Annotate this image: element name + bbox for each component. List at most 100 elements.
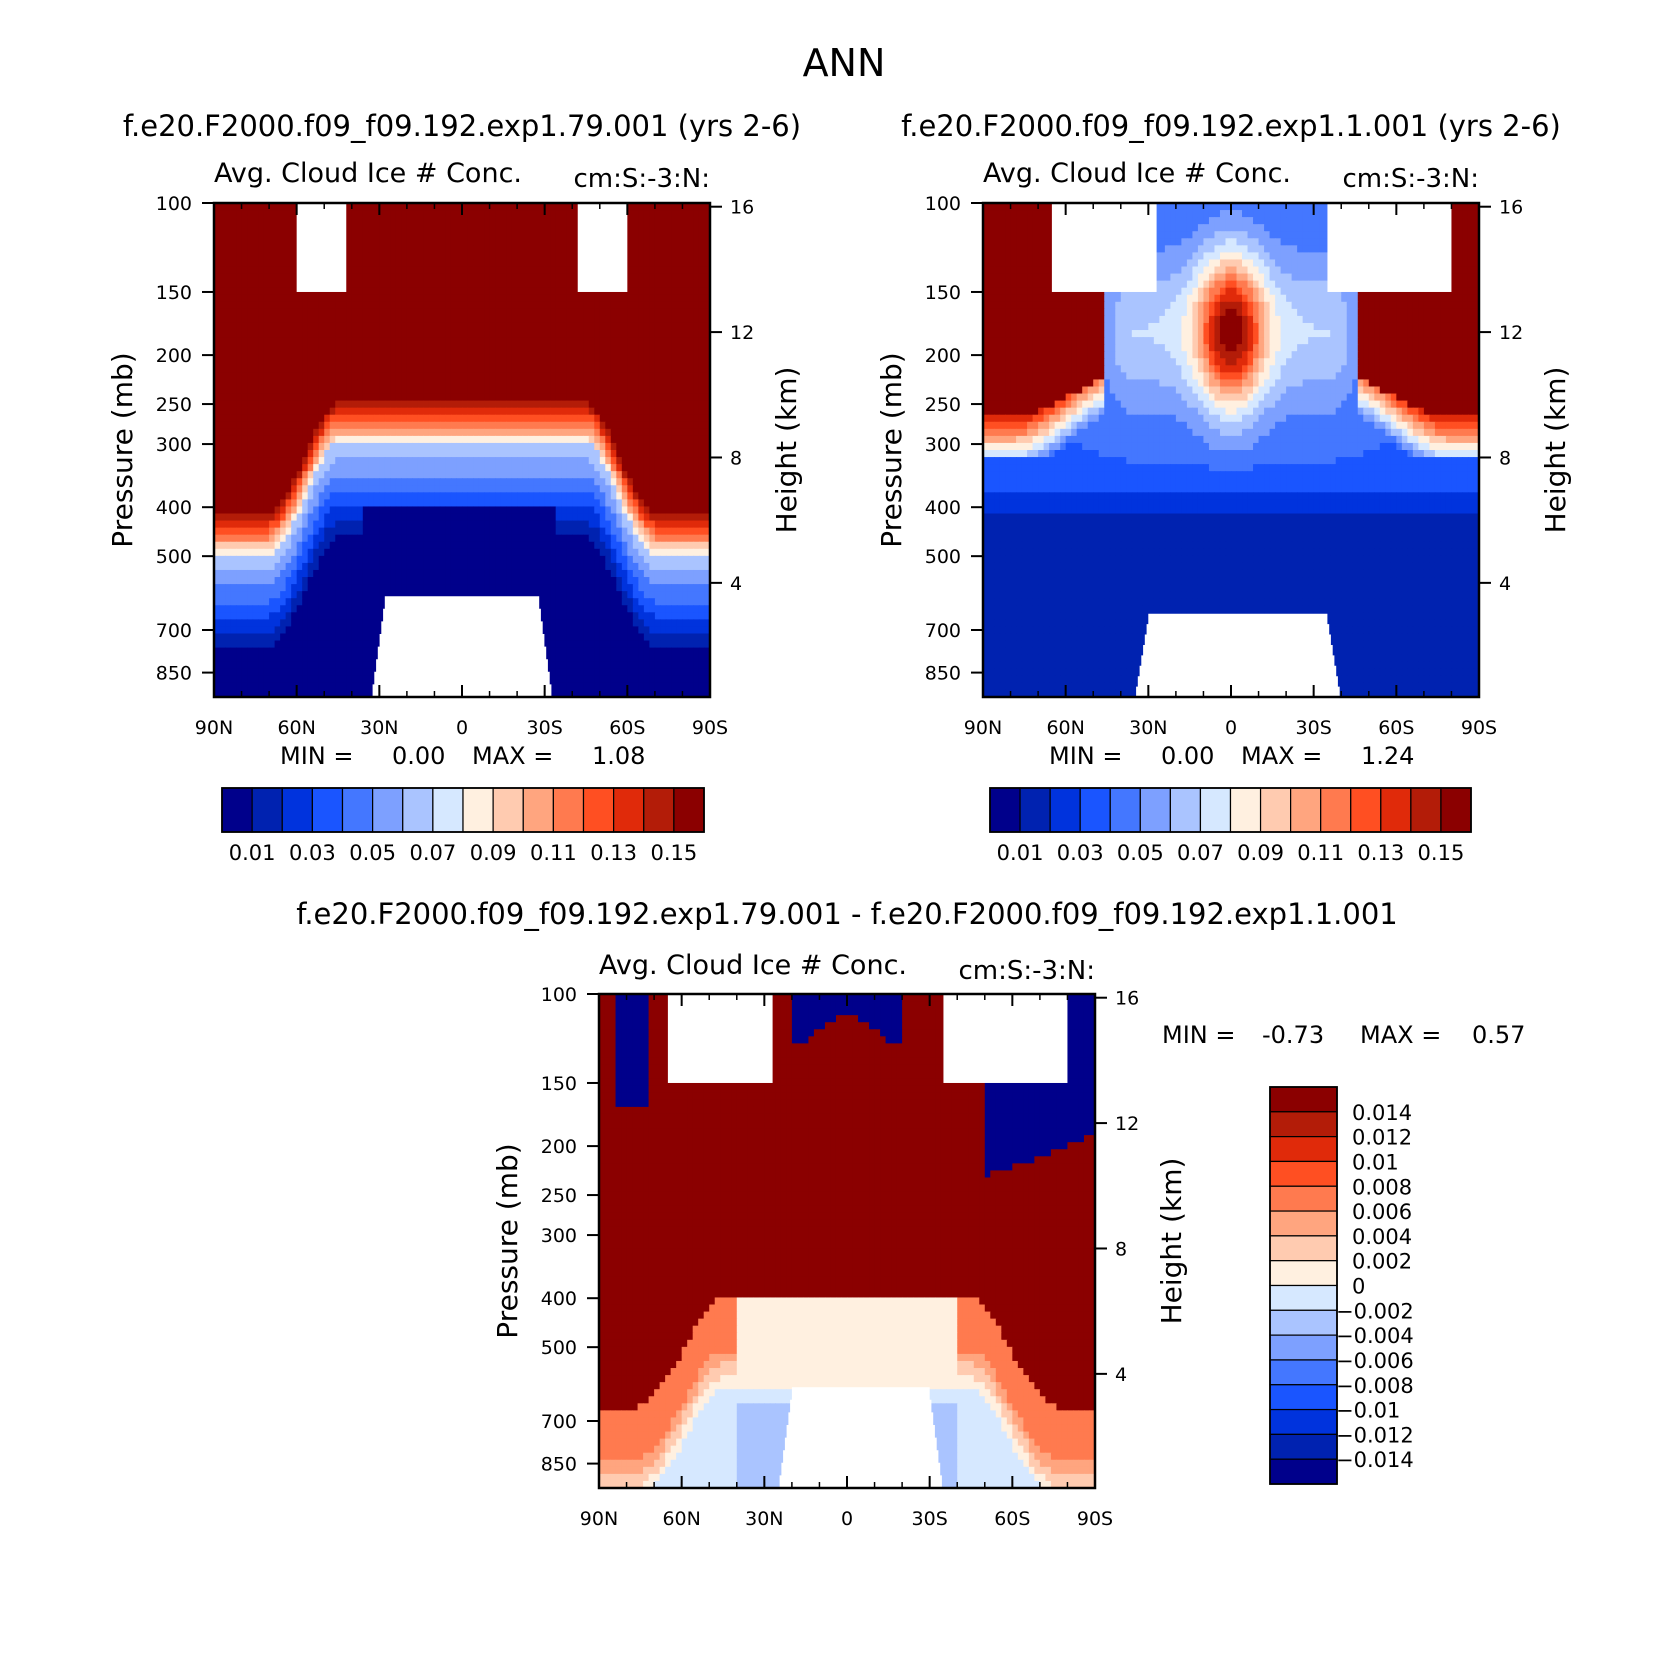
contour-cell <box>241 252 248 261</box>
contour-cell <box>230 421 237 430</box>
contour-cell <box>280 322 287 331</box>
contour-cell <box>467 555 474 564</box>
contour-cell <box>241 203 248 211</box>
contour-cell <box>638 541 645 550</box>
contour-cell <box>638 435 645 444</box>
contour-cell <box>269 337 276 345</box>
contour-cell <box>225 428 232 437</box>
contour-cell <box>698 210 706 218</box>
contour-cell <box>588 393 595 402</box>
contour-cell <box>462 513 469 522</box>
contour-cell <box>346 534 353 543</box>
contour-cell <box>704 520 711 529</box>
contour-cell <box>660 548 667 557</box>
contour-cell <box>638 301 645 310</box>
contour-cell <box>539 287 546 296</box>
contour-cell <box>445 231 452 239</box>
contour-cell <box>428 442 436 451</box>
contour-cell <box>368 245 375 253</box>
contour-cell <box>599 393 606 402</box>
contour-cell <box>379 210 386 218</box>
contour-cell <box>258 393 265 402</box>
contour-cell <box>291 407 298 416</box>
contour-cell <box>627 315 634 324</box>
contour-cell <box>638 499 645 508</box>
contour-cell <box>676 266 684 275</box>
contour-cell <box>693 478 700 486</box>
contour-cell <box>423 301 430 310</box>
contour-cell <box>643 266 650 275</box>
contour-cell <box>236 527 243 536</box>
contour-cell <box>550 379 557 388</box>
contour-cell <box>428 231 436 239</box>
contour-cell <box>340 372 347 381</box>
contour-cell <box>588 435 595 444</box>
contour-cell <box>506 238 513 246</box>
contour-cell <box>660 400 667 409</box>
contour-cell <box>588 562 595 571</box>
contour-cell <box>572 499 579 508</box>
contour-cell <box>291 315 298 324</box>
contour-cell <box>698 337 706 345</box>
contour-cell <box>439 506 447 515</box>
contour-cell <box>373 471 380 479</box>
contour-cell <box>428 520 436 529</box>
contour-cell <box>307 421 314 430</box>
contour-cell <box>517 520 524 529</box>
contour-cell <box>528 450 535 458</box>
contour-cell <box>445 457 452 465</box>
contour-cell <box>610 308 617 317</box>
contour-cell <box>412 273 419 282</box>
contour-cell <box>638 577 645 585</box>
contour-cell <box>379 315 386 324</box>
contour-cell <box>291 379 298 388</box>
contour-cell <box>676 273 684 282</box>
contour-cell <box>252 584 259 592</box>
contour-cell <box>693 308 700 317</box>
contour-cell <box>698 252 706 261</box>
contour-cell <box>269 499 276 508</box>
contour-cell <box>247 407 254 416</box>
contour-cell <box>274 450 281 458</box>
contour-cell <box>572 337 579 345</box>
contour-cell <box>627 308 634 317</box>
contour-cell <box>230 308 237 317</box>
contour-cell <box>682 351 689 359</box>
contour-cell <box>462 506 469 515</box>
contour-cell <box>379 351 386 359</box>
contour-cell <box>258 280 265 289</box>
contour-cell <box>456 506 463 515</box>
contour-cell <box>555 492 562 500</box>
contour-cell <box>357 520 364 529</box>
contour-cell <box>247 435 254 444</box>
contour-cell <box>671 541 678 550</box>
contour-cell <box>605 442 612 451</box>
contour-cell <box>247 386 254 395</box>
contour-cell <box>676 485 684 493</box>
contour-cell <box>428 541 436 550</box>
contour-cell <box>423 315 430 324</box>
contour-cell <box>550 541 557 550</box>
contour-cell <box>280 442 287 451</box>
contour-cell <box>428 386 436 395</box>
contour-cell <box>500 337 507 345</box>
contour-cell <box>230 294 237 303</box>
contour-cell <box>605 365 612 373</box>
contour-cell <box>500 414 507 423</box>
contour-cell <box>616 548 623 557</box>
contour-cell <box>654 492 661 500</box>
contour-cell <box>225 224 232 232</box>
contour-cell <box>285 315 292 324</box>
contour-cell <box>390 499 397 508</box>
contour-cell <box>638 351 645 359</box>
contour-cell <box>335 577 342 585</box>
contour-cell <box>467 464 474 472</box>
contour-cell <box>406 344 413 352</box>
contour-cell <box>462 259 469 268</box>
contour-cell <box>390 217 397 225</box>
contour-cell <box>445 400 452 409</box>
contour-cell <box>395 224 402 232</box>
contour-cell <box>561 450 568 458</box>
contour-cell <box>351 499 358 508</box>
contour-cell <box>445 386 452 395</box>
